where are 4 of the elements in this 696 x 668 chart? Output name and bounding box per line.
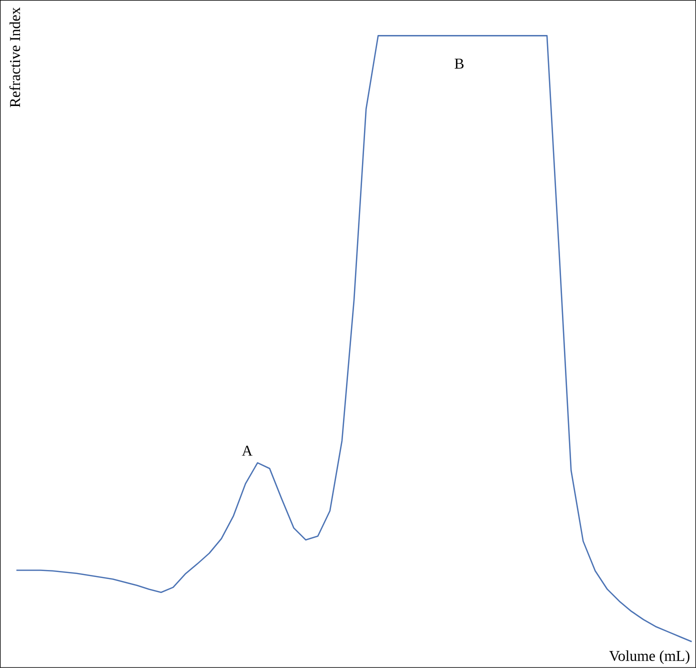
- x-axis-title: Volume (mL): [609, 650, 690, 664]
- y-axis-title: Refractive Index: [9, 7, 20, 108]
- annotation: A: [242, 446, 252, 456]
- annotation: B: [454, 58, 464, 69]
